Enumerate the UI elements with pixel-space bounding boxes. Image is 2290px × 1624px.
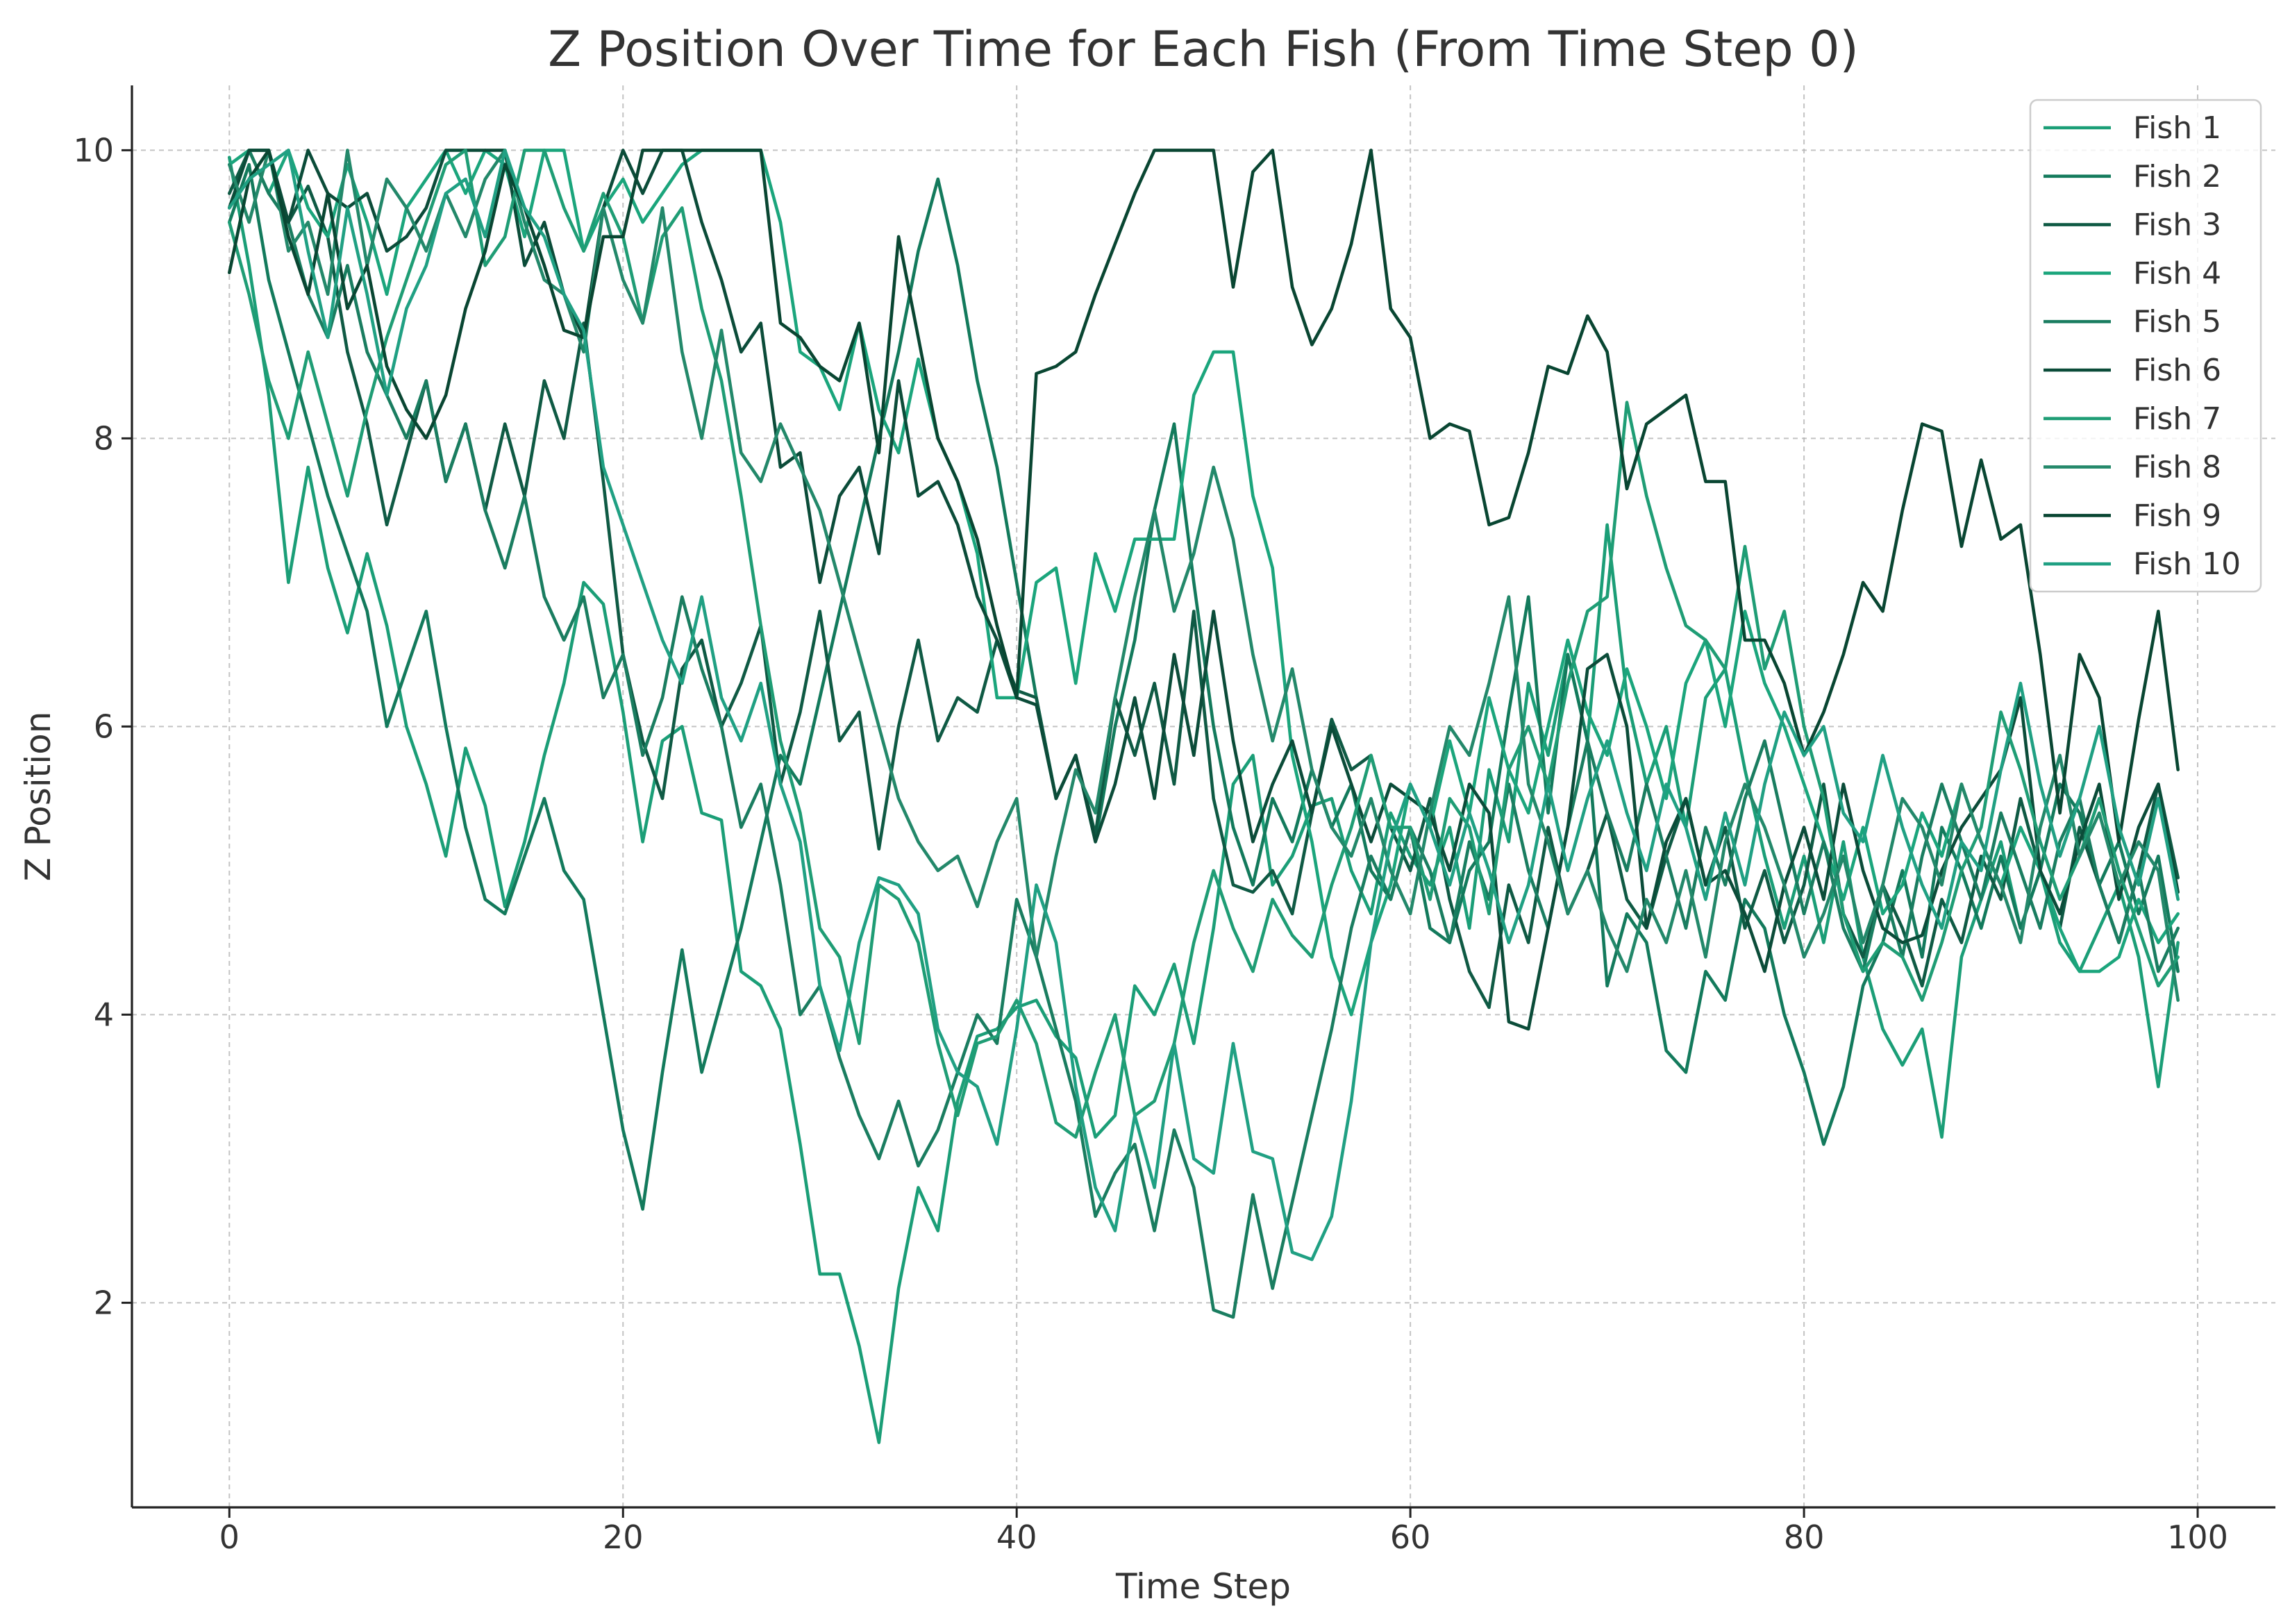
legend-entry: Fish 8 <box>2044 450 2221 485</box>
series-line-fish-8 <box>228 149 2180 1002</box>
legend-entry: Fish 3 <box>2044 208 2221 243</box>
x-tick-label: 20 <box>603 1518 644 1556</box>
x-tick-label: 40 <box>996 1518 1037 1556</box>
legend-label: Fish 2 <box>2133 159 2221 194</box>
legend-label: Fish 1 <box>2133 110 2221 146</box>
y-axis-label: Z Position <box>18 712 58 882</box>
legend-entry: Fish 5 <box>2044 304 2221 340</box>
axis-ticks: 0 20 40 60 80 100 2 4 6 8 10 <box>73 131 2228 1556</box>
series-line-fish-5 <box>228 149 2180 1319</box>
y-tick-label: 2 <box>94 1284 114 1321</box>
legend: Fish 1 Fish 2 Fish 3 Fish 4 Fish 5 Fish 6 Fish… <box>2029 99 2262 593</box>
legend-label: Fish 4 <box>2133 256 2221 291</box>
legend-entry: Fish 10 <box>2044 546 2241 582</box>
x-tick-label: 80 <box>1784 1518 1825 1556</box>
legend-entry: Fish 4 <box>2044 256 2221 291</box>
series-line-fish-10 <box>228 149 2180 1262</box>
x-tick-label: 100 <box>2167 1518 2228 1556</box>
series-line-fish-2 <box>228 162 2180 1211</box>
legend-entries: Fish 1 Fish 2 Fish 3 Fish 4 Fish 5 Fish 6 Fish… <box>2044 110 2241 582</box>
legend-entry: Fish 2 <box>2044 159 2221 194</box>
series-line-fish-7 <box>228 149 2180 1139</box>
legend-label: Fish 3 <box>2133 208 2221 243</box>
series-line-fish-9 <box>228 149 2180 844</box>
legend-label: Fish 6 <box>2133 353 2221 388</box>
legend-entry: Fish 6 <box>2044 353 2221 388</box>
legend-label: Fish 8 <box>2133 450 2221 485</box>
x-axis-label: Time Step <box>1115 1566 1291 1607</box>
legend-entry: Fish 9 <box>2044 498 2221 533</box>
legend-label: Fish 10 <box>2133 546 2241 582</box>
y-tick-label: 6 <box>94 708 114 745</box>
y-tick-label: 4 <box>94 996 114 1033</box>
chart-title: Z Position Over Time for Each Fish (From… <box>548 21 1859 78</box>
legend-label: Fish 7 <box>2133 401 2221 437</box>
y-tick-label: 10 <box>73 131 114 169</box>
legend-frame <box>2029 99 2262 593</box>
x-tick-label: 0 <box>219 1518 240 1556</box>
series-line-fish-3 <box>228 149 2180 1010</box>
y-tick-label: 8 <box>94 419 114 457</box>
legend-label: Fish 5 <box>2133 304 2221 340</box>
series-line-fish-4 <box>228 149 2180 1016</box>
plot-lines <box>228 149 2180 1444</box>
legend-entry: Fish 1 <box>2044 110 2221 146</box>
legend-label: Fish 9 <box>2133 498 2221 533</box>
x-tick-label: 60 <box>1390 1518 1431 1556</box>
legend-entry: Fish 7 <box>2044 401 2221 437</box>
